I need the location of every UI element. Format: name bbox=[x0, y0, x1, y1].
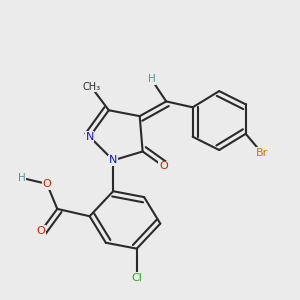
Text: CH₃: CH₃ bbox=[82, 82, 100, 92]
Text: H: H bbox=[148, 74, 155, 84]
Text: H: H bbox=[18, 173, 26, 183]
Text: Br: Br bbox=[256, 148, 268, 158]
Text: O: O bbox=[37, 226, 45, 236]
Text: O: O bbox=[159, 161, 168, 171]
Text: N: N bbox=[109, 155, 117, 165]
Text: Cl: Cl bbox=[131, 273, 142, 283]
Text: O: O bbox=[43, 179, 51, 189]
Text: N: N bbox=[85, 132, 94, 142]
